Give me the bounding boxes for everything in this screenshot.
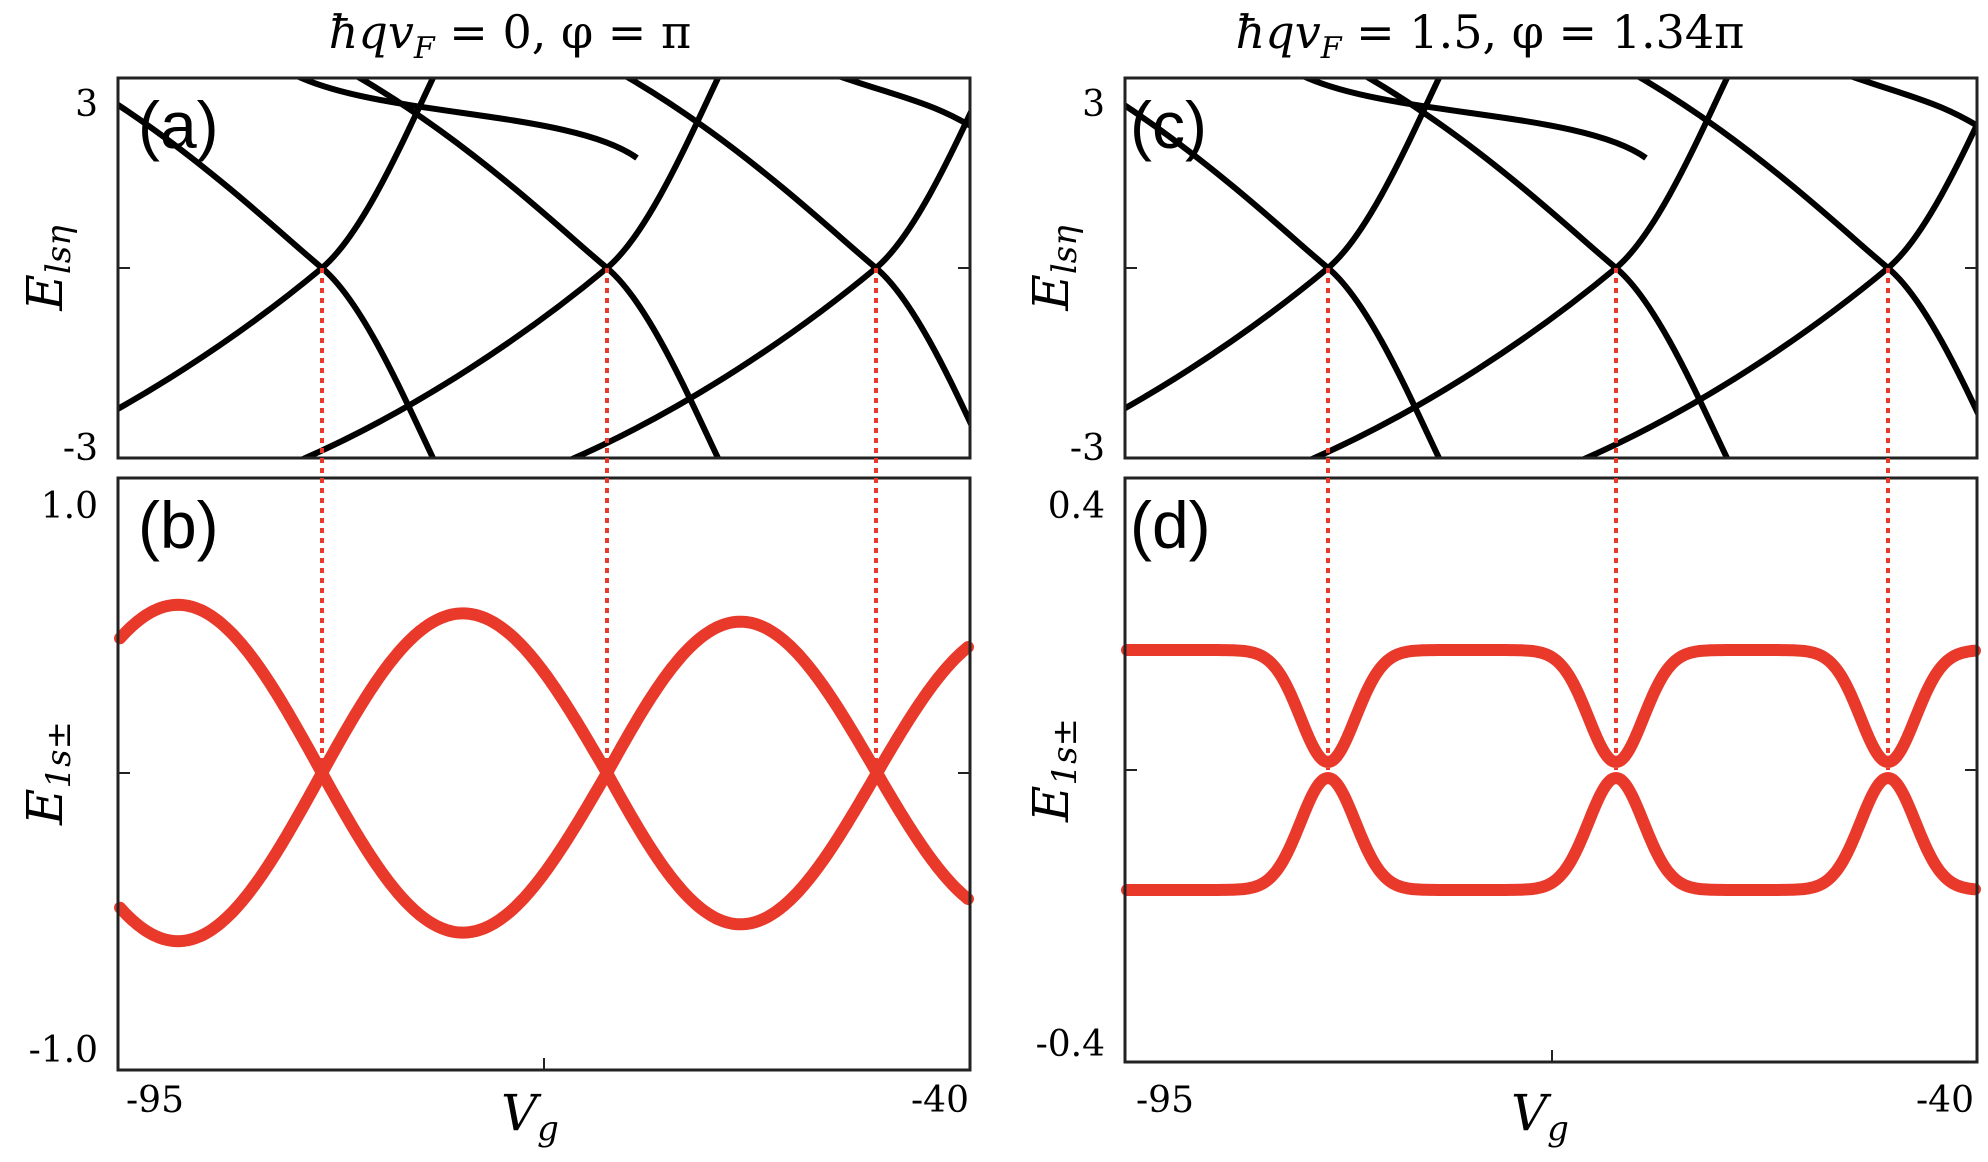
panel-d-frame xyxy=(1123,476,1979,1064)
panel-d-ylabel: E1s± xyxy=(1022,718,1085,823)
panel-b: (b) 1.0 -1.0 -95 -40 Vg E1s± xyxy=(16,476,974,1149)
panel-a-ylabel: Elsη xyxy=(16,225,79,312)
panel-c: (c) 3 -3 Elsη xyxy=(1022,76,1979,469)
crossing-connectors xyxy=(320,268,1890,773)
panel-d-ytick-bottom: -0.4 xyxy=(1036,1024,1105,1065)
energy-line-upper xyxy=(114,598,974,786)
band-line-desc xyxy=(1125,101,1443,458)
panel-d-xtick-right: -40 xyxy=(1916,1080,1974,1121)
band-line-asc xyxy=(118,78,437,413)
panel-b-frame xyxy=(116,476,972,1072)
panel-b-xtick-right: -40 xyxy=(911,1080,969,1121)
band-line-desc xyxy=(353,78,722,458)
band-line-desc xyxy=(118,101,437,458)
panel-b-label: (b) xyxy=(138,488,219,562)
panel-b-xtick-left: -95 xyxy=(126,1080,184,1121)
band-line-asc xyxy=(566,107,970,458)
band-line-asc xyxy=(297,78,722,458)
panel-b-curves xyxy=(114,598,974,948)
band-line-edge xyxy=(294,78,639,161)
panel-a-frame xyxy=(116,76,972,460)
band-line-desc xyxy=(622,78,970,429)
panel-a-ytick-top: 3 xyxy=(75,84,98,125)
band-line-edge xyxy=(1300,78,1648,161)
panel-d-curves xyxy=(1121,644,1981,896)
energy-line-lower xyxy=(114,760,974,948)
panel-a: (a) 3 -3 Elsη xyxy=(16,76,972,469)
title-left: ħqvF = 0, φ = π xyxy=(329,5,691,66)
panel-c-ytick-top: 3 xyxy=(1082,84,1105,125)
panel-c-curves xyxy=(1125,78,1977,458)
energy-line-lower xyxy=(1121,772,1981,896)
panel-d-label: (d) xyxy=(1130,488,1211,562)
band-line-desc xyxy=(1634,78,1977,419)
band-line-asc xyxy=(1578,117,1977,458)
panel-a-ytick-bottom: -3 xyxy=(63,428,98,469)
panel-c-ylabel: Elsη xyxy=(1022,225,1085,312)
band-line-desc xyxy=(1362,78,1731,458)
panel-b-ylabel: E1s± xyxy=(16,721,79,826)
panel-b-ytick-top: 1.0 xyxy=(41,486,98,527)
panel-d-ytick-top: 0.4 xyxy=(1048,486,1105,527)
panel-c-label: (c) xyxy=(1130,88,1207,162)
panel-a-label: (a) xyxy=(138,88,219,162)
panel-d: (d) 0.4 -0.4 -95 -40 Vg E1s± xyxy=(1022,476,1981,1149)
energy-line-upper xyxy=(1121,644,1981,768)
band-line-asc xyxy=(1306,78,1731,458)
panel-a-curves xyxy=(118,78,970,458)
title-right: ħqvF = 1.5, φ = 1.34π xyxy=(1236,5,1745,66)
panel-b-ytick-bottom: -1.0 xyxy=(29,1030,98,1071)
panel-b-xlabel: Vg xyxy=(501,1084,559,1149)
panel-c-frame xyxy=(1123,76,1979,460)
panel-d-xtick-left: -95 xyxy=(1136,1080,1194,1121)
panel-d-xlabel: Vg xyxy=(1511,1084,1569,1149)
panel-c-ytick-bottom: -3 xyxy=(1070,428,1105,469)
band-line-asc xyxy=(1125,78,1443,412)
